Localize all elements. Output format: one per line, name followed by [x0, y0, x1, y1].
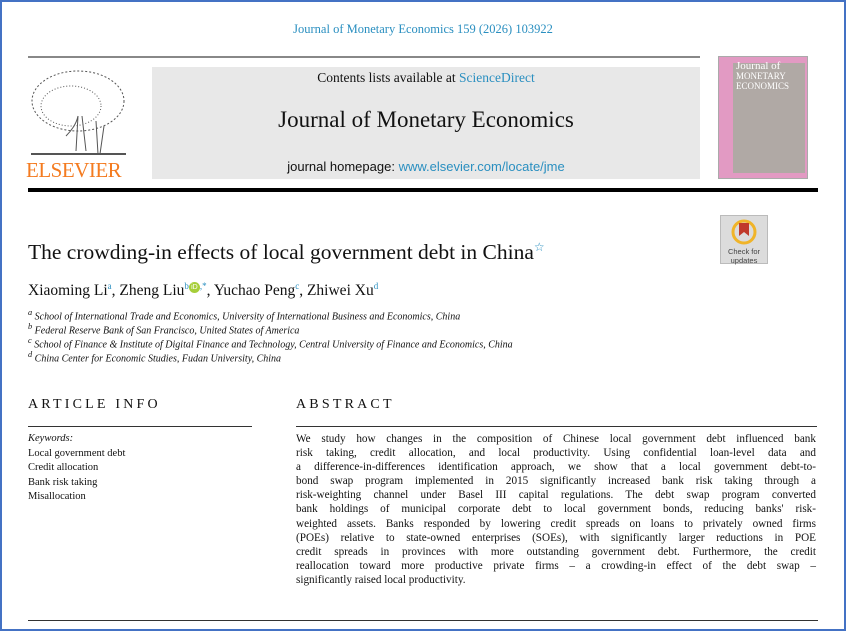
abstract-line: a difference-in-differences identificati…: [296, 461, 816, 474]
divider: [28, 426, 252, 427]
cover-title-2: MONETARY: [736, 71, 786, 81]
aff-text: School of International Trade and Econom…: [34, 311, 461, 323]
check-label-1: Check for: [727, 247, 761, 256]
abstract-line: We study how changes in the composition …: [296, 433, 816, 445]
keyword: Local government debt: [28, 447, 126, 459]
orcid-icon[interactable]: iD: [188, 282, 200, 293]
check-for-updates-button[interactable]: Check for updates: [720, 215, 768, 265]
contents-text: Contents lists available at: [317, 70, 459, 85]
author[interactable]: Zhiwei Xu: [306, 282, 374, 300]
divider: [28, 620, 818, 621]
abstract-text: We study how changes in the composition …: [296, 432, 816, 587]
author-list: Xiaoming Lia, Zheng Liub iD ,*, Yuchao Pen…: [28, 281, 379, 300]
aff-text: School of Finance & Institute of Digital…: [34, 339, 513, 351]
aff-sup: c: [28, 336, 32, 345]
sciencedirect-link[interactable]: ScienceDirect: [459, 70, 535, 85]
aff-sup: a: [28, 308, 33, 317]
author-sup[interactable]: d: [373, 281, 379, 291]
cover-title: Journal of MONETARY ECONOMICS: [736, 60, 790, 92]
divider: [296, 426, 817, 427]
header-rule: [28, 188, 818, 192]
keyword: Credit allocation: [28, 462, 99, 473]
elsevier-tree-logo: [31, 70, 126, 155]
star-footnote-icon[interactable]: ☆: [533, 240, 545, 254]
abstract-line: weighted assets. Banks responded by lowe…: [296, 517, 816, 530]
author-sup[interactable]: a: [107, 281, 112, 291]
journal-cover-image[interactable]: Journal of MONETARY ECONOMICS: [718, 56, 808, 179]
journal-citation[interactable]: Journal of Monetary Economics 159 (2026)…: [293, 22, 553, 36]
article-info-heading: ARTICLE INFO: [28, 397, 161, 412]
affiliation: a School of International Trade and Econ…: [28, 308, 460, 322]
abstract-line: reallocation toward more productive priv…: [296, 559, 816, 572]
author-sup[interactable]: b: [184, 281, 189, 291]
affiliation: c School of Finance & Institute of Digit…: [28, 336, 513, 350]
contents-line: Contents lists available at ScienceDirec…: [152, 70, 700, 86]
aff-text: China Center for Economic Studies, Fudan…: [34, 353, 282, 365]
keyword: Misallocation: [28, 491, 86, 502]
abstract-line: bank holdings of municipal corporate deb…: [296, 503, 816, 516]
elsevier-wordmark: ELSEVIER: [26, 158, 122, 182]
cover-title-1: Journal of: [736, 60, 781, 72]
affiliation: d China Center for Economic Studies, Fud…: [28, 350, 281, 364]
keywords-block: Keywords: Local government debt Credit a…: [28, 432, 125, 505]
article-title: The crowding-in effects of local governm…: [28, 240, 545, 265]
keywords-label: Keywords:: [28, 433, 74, 444]
abstract-line: risk taking, credit allocation, and loca…: [296, 447, 816, 460]
journal-header-box: Contents lists available at ScienceDirec…: [152, 67, 700, 179]
aff-sup: b: [28, 322, 33, 331]
author[interactable]: Xiaoming Li: [28, 282, 108, 300]
author[interactable]: Yuchao Peng: [213, 282, 296, 300]
homepage-line: journal homepage: www.elsevier.com/locat…: [152, 159, 700, 174]
aff-sup: d: [28, 350, 33, 359]
aff-text: Federal Reserve Bank of San Francisco, U…: [34, 325, 300, 337]
author-sup[interactable]: c: [295, 281, 300, 291]
keyword: Bank risk taking: [28, 476, 98, 488]
title-text: The crowding-in effects of local governm…: [28, 240, 534, 265]
abstract-line: credit spreads in provinces with more ou…: [296, 545, 816, 558]
homepage-link[interactable]: www.elsevier.com/locate/jme: [398, 159, 565, 174]
homepage-label: journal homepage:: [287, 159, 399, 174]
divider: [28, 56, 700, 58]
abstract-line: significantly raised local productivity.: [296, 573, 466, 586]
abstract-line: (POEs) relative to state-owned enterpris…: [296, 531, 816, 544]
abstract-heading: ABSTRACT: [296, 397, 395, 412]
cover-title-3: ECONOMICS: [736, 81, 790, 91]
author[interactable]: Zheng Liu: [119, 282, 185, 300]
journal-name: Journal of Monetary Economics: [278, 107, 574, 132]
abstract-line: bond swap program implemented in 2015 si…: [296, 475, 816, 488]
corresponding-sup[interactable]: ,*: [199, 281, 207, 291]
bookmark-icon: [731, 219, 757, 245]
check-label-2: updates: [730, 256, 758, 265]
affiliation: b Federal Reserve Bank of San Francisco,…: [28, 322, 299, 336]
cover-panel: [733, 63, 805, 173]
abstract-line: risk-weighting channel under Basel III c…: [296, 489, 816, 502]
